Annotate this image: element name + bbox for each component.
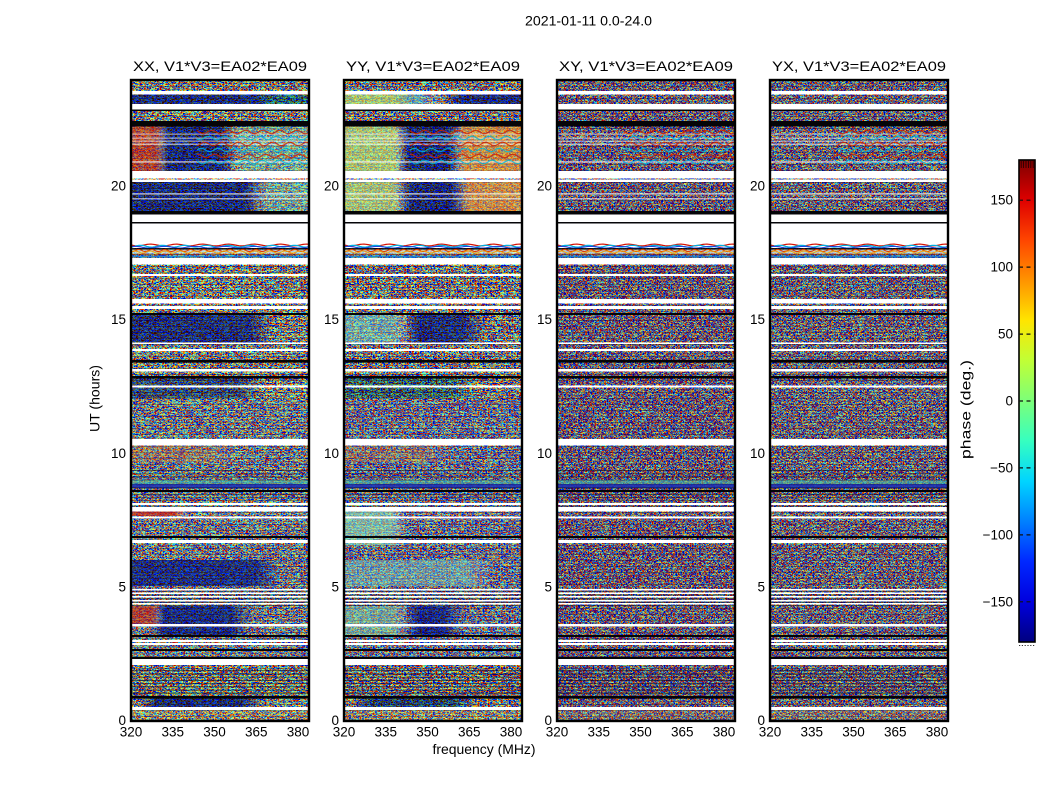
svg-text:380: 380 — [926, 725, 949, 740]
svg-text:0: 0 — [118, 713, 126, 728]
svg-text:20: 20 — [324, 179, 339, 194]
svg-text:XX, V1*V3=EA02*EA09: XX, V1*V3=EA02*EA09 — [133, 58, 307, 74]
svg-text:100: 100 — [990, 260, 1013, 275]
svg-text:phase (deg.): phase (deg.) — [959, 360, 974, 459]
svg-text:2021-01-11 0.0-24.0: 2021-01-11 0.0-24.0 — [525, 14, 652, 29]
svg-text:20: 20 — [750, 179, 765, 194]
svg-text:365: 365 — [245, 725, 268, 740]
svg-text:15: 15 — [324, 312, 339, 327]
svg-text:380: 380 — [713, 725, 736, 740]
svg-text:5: 5 — [544, 579, 552, 594]
svg-text:350: 350 — [416, 725, 439, 740]
svg-text:YY, V1*V3=EA02*EA09: YY, V1*V3=EA02*EA09 — [346, 58, 520, 74]
svg-text:320: 320 — [120, 725, 143, 740]
svg-text:365: 365 — [671, 725, 694, 740]
svg-text:50: 50 — [998, 327, 1013, 342]
svg-text:335: 335 — [375, 725, 398, 740]
svg-text:350: 350 — [203, 725, 226, 740]
svg-text:20: 20 — [111, 179, 126, 194]
svg-text:0: 0 — [1005, 394, 1013, 409]
svg-text:5: 5 — [757, 579, 765, 594]
svg-text:−150: −150 — [983, 594, 1013, 609]
svg-text:XY, V1*V3=EA02*EA09: XY, V1*V3=EA02*EA09 — [559, 58, 733, 74]
svg-text:365: 365 — [458, 725, 481, 740]
svg-text:335: 335 — [162, 725, 185, 740]
svg-text:10: 10 — [324, 446, 339, 461]
svg-text:365: 365 — [884, 725, 907, 740]
svg-text:0: 0 — [757, 713, 765, 728]
svg-text:15: 15 — [111, 312, 126, 327]
svg-text:10: 10 — [750, 446, 765, 461]
svg-text:380: 380 — [500, 725, 523, 740]
svg-text:150: 150 — [990, 193, 1013, 208]
svg-text:335: 335 — [588, 725, 611, 740]
svg-text:frequency (MHz): frequency (MHz) — [433, 742, 536, 757]
svg-text:15: 15 — [750, 312, 765, 327]
svg-text:20: 20 — [537, 179, 552, 194]
svg-text:380: 380 — [287, 725, 310, 740]
svg-text:320: 320 — [759, 725, 782, 740]
svg-text:−50: −50 — [990, 460, 1013, 475]
svg-text:335: 335 — [801, 725, 824, 740]
svg-text:UT (hours): UT (hours) — [88, 365, 103, 432]
svg-text:−100: −100 — [983, 527, 1013, 542]
svg-text:5: 5 — [118, 579, 126, 594]
svg-text:0: 0 — [331, 713, 339, 728]
svg-text:5: 5 — [331, 579, 339, 594]
svg-text:10: 10 — [537, 446, 552, 461]
svg-text:10: 10 — [111, 446, 126, 461]
svg-text:0: 0 — [544, 713, 552, 728]
svg-text:320: 320 — [333, 725, 356, 740]
svg-text:YX, V1*V3=EA02*EA09: YX, V1*V3=EA02*EA09 — [772, 58, 946, 74]
svg-text:350: 350 — [629, 725, 652, 740]
svg-text:320: 320 — [546, 725, 569, 740]
svg-text:15: 15 — [537, 312, 552, 327]
svg-text:350: 350 — [842, 725, 865, 740]
